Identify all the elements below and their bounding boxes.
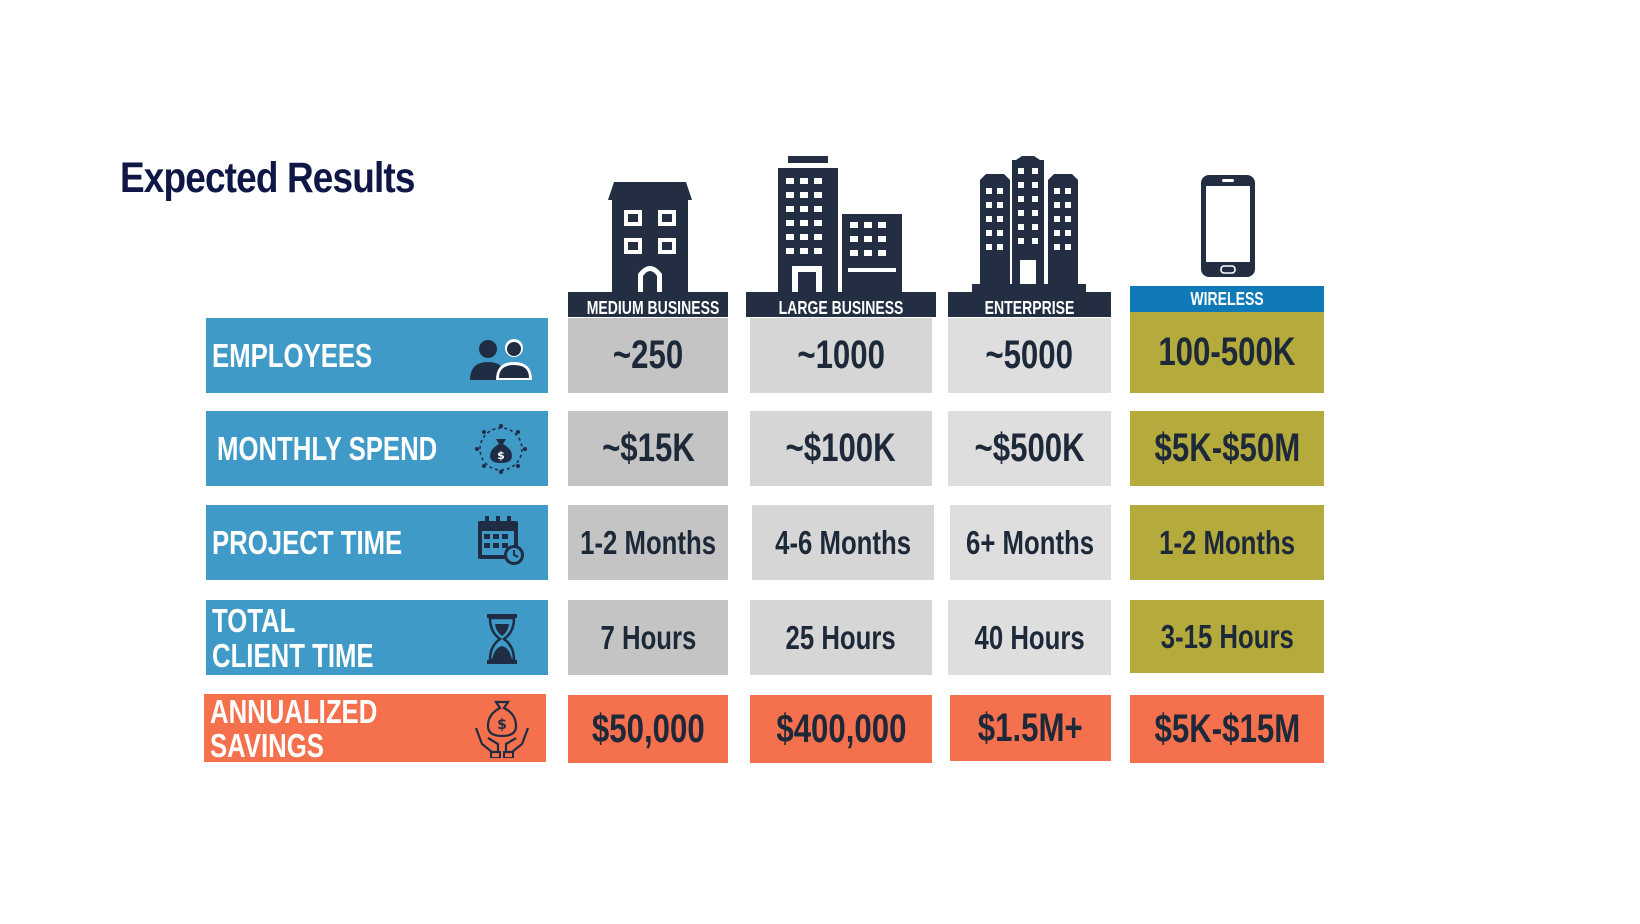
- money-bag-hands-icon: $: [474, 700, 530, 758]
- row-label-employees: EMPLOYEES: [206, 318, 548, 393]
- page-title: Expected Results: [120, 154, 415, 202]
- row-label-monthly-spend: MONTHLY SPEND $: [206, 411, 548, 486]
- row-label-project-time: PROJECT TIME: [206, 505, 548, 580]
- skyscrapers-icon: [972, 156, 1086, 292]
- svg-text:$: $: [497, 717, 507, 733]
- column-header-large-business: LARGE BUSINESS: [746, 292, 936, 318]
- cell-employees-wireless: 100-500K: [1130, 312, 1324, 393]
- cell-monthly-spend-wireless: $5K-$50M: [1130, 411, 1324, 486]
- cell-project-time-wireless: 1-2 Months: [1130, 505, 1324, 580]
- cell-project-time-large: 4-6 Months: [752, 505, 934, 580]
- smartphone-icon: [1201, 175, 1255, 277]
- row-label-annualized-savings: ANNUALIZED SAVINGS $: [204, 694, 546, 763]
- cell-monthly-spend-medium: ~$15K: [568, 411, 728, 486]
- cell-client-time-medium: 7 Hours: [568, 600, 728, 675]
- cell-monthly-spend-large: ~$100K: [750, 411, 932, 486]
- column-header-medium-business: MEDIUM BUSINESS: [568, 292, 728, 318]
- hourglass-icon: [487, 614, 517, 664]
- cell-savings-medium: $50,000: [568, 695, 728, 763]
- cell-client-time-wireless: 3-15 Hours: [1130, 600, 1324, 673]
- cell-employees-enterprise: ~5000: [948, 318, 1111, 393]
- money-bag-arrows-icon: $: [475, 424, 527, 474]
- column-header-wireless: WIRELESS: [1130, 286, 1324, 312]
- cell-savings-enterprise: $1.5M+: [950, 695, 1111, 761]
- cell-savings-wireless: $5K-$15M: [1130, 695, 1324, 763]
- cell-savings-large: $400,000: [750, 695, 932, 763]
- column-header-enterprise: ENTERPRISE: [948, 292, 1111, 318]
- small-building-icon: [608, 182, 692, 292]
- cell-client-time-enterprise: 40 Hours: [948, 600, 1111, 675]
- calendar-clock-icon: [478, 516, 524, 565]
- cell-employees-medium: ~250: [568, 318, 728, 393]
- cell-client-time-large: 25 Hours: [750, 600, 932, 675]
- svg-text:$: $: [497, 449, 505, 462]
- cell-project-time-enterprise: 6+ Months: [950, 505, 1111, 580]
- cell-monthly-spend-enterprise: ~$500K: [948, 411, 1111, 486]
- people-icon: [470, 339, 532, 380]
- cell-employees-large: ~1000: [750, 318, 932, 393]
- row-label-total-client-time: TOTAL CLIENT TIME: [206, 600, 548, 675]
- large-buildings-icon: [778, 156, 902, 292]
- cell-project-time-medium: 1-2 Months: [568, 505, 728, 580]
